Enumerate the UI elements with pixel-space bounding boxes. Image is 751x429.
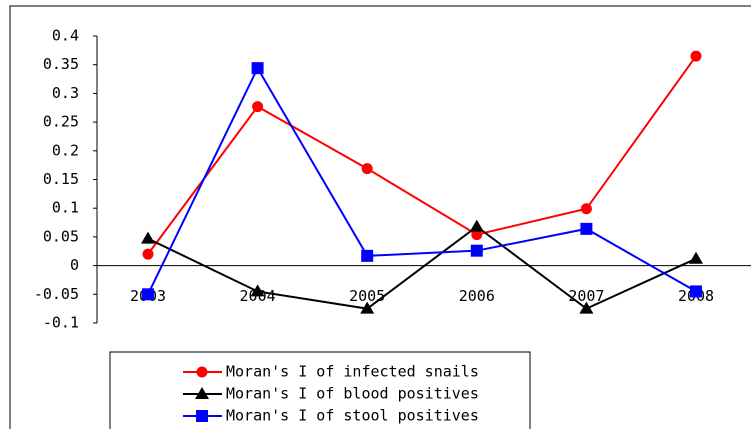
y-tick-label: 0 (70, 256, 79, 274)
legend-box (109, 351, 531, 429)
plot-frame (9, 5, 751, 429)
marker (196, 410, 208, 422)
series-line (147, 66, 697, 295)
marker (689, 251, 703, 264)
marker (252, 101, 264, 113)
marker (690, 285, 702, 298)
marker (580, 203, 592, 215)
marker (361, 249, 374, 262)
marker (141, 231, 155, 244)
y-tick-label: -0.1 (43, 314, 79, 332)
y-tick-label: 0.3 (52, 84, 79, 102)
marker (580, 222, 593, 235)
y-tick-label: 0.15 (43, 170, 79, 188)
marker (360, 301, 375, 314)
marker (690, 50, 702, 62)
series-line (147, 225, 697, 310)
marker (142, 288, 154, 301)
marker (251, 62, 264, 75)
y-tick-label: 0.25 (43, 113, 79, 131)
x-tick-label: 2005 (349, 287, 385, 305)
y-tick-label: -0.05 (34, 285, 79, 303)
marker (361, 163, 373, 175)
marker (142, 248, 154, 260)
y-tick-label: 0.4 (52, 27, 79, 45)
marker (470, 244, 483, 257)
x-tick-label: 2007 (568, 287, 604, 305)
y-tick-label: 0.1 (52, 199, 79, 217)
marker (250, 284, 265, 297)
x-tick-label: 2006 (459, 287, 495, 305)
legend-label: Moran's I of stool positives (226, 407, 479, 425)
series-line (147, 55, 697, 255)
legend-label: Moran's I of blood positives (226, 385, 479, 403)
y-tick-label: 0.05 (43, 227, 79, 245)
marker (195, 387, 209, 399)
marker (196, 366, 208, 378)
legend-label: Moran's I of infected snails (226, 363, 479, 381)
marker (471, 229, 483, 241)
marker (469, 219, 484, 232)
y-tick-label: 0.2 (52, 141, 79, 159)
marker (579, 301, 594, 314)
y-tick-label: 0.35 (43, 55, 79, 73)
